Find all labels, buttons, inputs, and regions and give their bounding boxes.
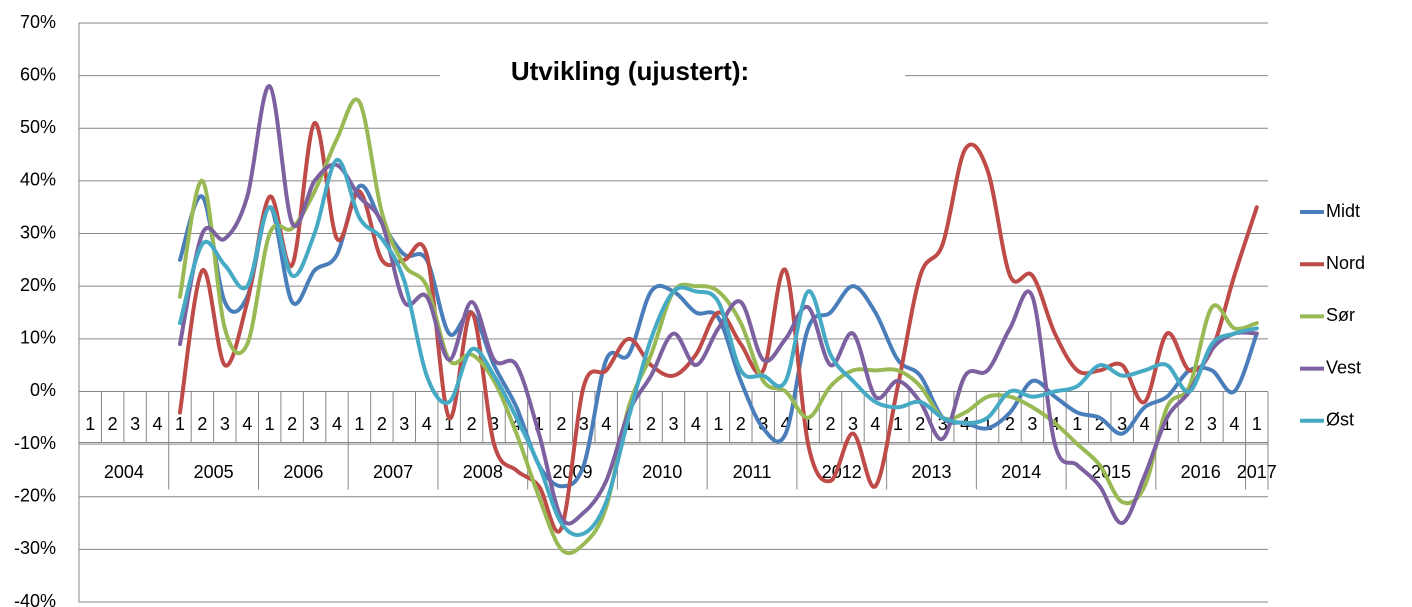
legend-label: Nord (1326, 253, 1365, 273)
x-tick-label: 3 (489, 414, 499, 434)
y-tick-label: 40% (20, 170, 56, 190)
y-tick-label: 10% (20, 328, 56, 348)
x-tick-label: 3 (668, 414, 678, 434)
year-label: 2014 (1001, 462, 1041, 482)
x-tick-label: 1 (893, 414, 903, 434)
x-tick-label: 1 (354, 414, 364, 434)
x-tick-label: 3 (130, 414, 140, 434)
y-tick-label: -30% (14, 538, 56, 558)
y-tick-label: -10% (14, 433, 56, 453)
lines (177, 84, 1259, 556)
y-tick-label: 0% (30, 380, 56, 400)
x-tick-label: 1 (444, 414, 454, 434)
y-tick-label: 60% (20, 64, 56, 84)
x-tick-label: 2 (1184, 414, 1194, 434)
x-tick-label: 4 (601, 414, 611, 434)
year-label: 2016 (1181, 462, 1221, 482)
x-tick-label: 3 (1117, 414, 1127, 434)
series-line (177, 157, 1259, 538)
x-tick-label: 1 (1252, 414, 1262, 434)
x-tick-label: 2 (736, 414, 746, 434)
year-label: 2015 (1091, 462, 1131, 482)
x-tick-label: 4 (691, 414, 701, 434)
x-tick-label: 2 (915, 414, 925, 434)
x-tick-label: 3 (1027, 414, 1037, 434)
x-tick-label: 4 (1229, 414, 1239, 434)
x-tick-label: 2 (556, 414, 566, 434)
x-tick-label: 4 (870, 414, 880, 434)
x-tick-label: 3 (220, 414, 230, 434)
x-tick-label: 1 (983, 414, 993, 434)
year-label: 2004 (104, 462, 144, 482)
series-line (177, 97, 1259, 556)
x-tick-label: 2 (108, 414, 118, 434)
x-tick-label: 2 (646, 414, 656, 434)
year-label: 2005 (194, 462, 234, 482)
x-tick-label: 1 (1162, 414, 1172, 434)
x-tick-label: 2 (467, 414, 477, 434)
title-background (440, 50, 905, 95)
series-line (177, 183, 1259, 489)
x-tick-label: 1 (175, 414, 185, 434)
legend-label: Vest (1326, 357, 1361, 377)
x-tick-label: 3 (1207, 414, 1217, 434)
x-tick-label: 1 (265, 414, 275, 434)
x-tick-label: 2 (826, 414, 836, 434)
x-tick-label: 2 (287, 414, 297, 434)
x-tick-label: 2 (377, 414, 387, 434)
x-tick-label: 3 (938, 414, 948, 434)
year-label: 2013 (911, 462, 951, 482)
year-label: 2006 (283, 462, 323, 482)
year-label: 2017 (1237, 462, 1277, 482)
x-tick-label: 2 (197, 414, 207, 434)
x-tick-label: 3 (399, 414, 409, 434)
legend: Midt Nord Sør Vest Øst (1300, 201, 1365, 430)
chart-title: Utvikling (ujustert): (511, 56, 749, 86)
x-tick-label: 1 (534, 414, 544, 434)
x-tick-label: 4 (242, 414, 252, 434)
year-label: 2011 (733, 462, 772, 482)
year-label: 2010 (642, 462, 682, 482)
x-tick-label: 3 (758, 414, 768, 434)
y-tick-label: 50% (20, 117, 56, 137)
y-tick-label: 70% (20, 12, 56, 32)
x-tick-label: 1 (713, 414, 723, 434)
x-tick-label: 2 (1095, 414, 1105, 434)
grid: -40% -30% -20% -10% 0% 10% 20% 30% 40% 50% 60% 70% (14, 12, 1268, 607)
x-tick-label: 1 (803, 414, 813, 434)
year-label: 2008 (463, 462, 503, 482)
x-tick-label: 4 (511, 414, 521, 434)
x-tick-label: 2 (1005, 414, 1015, 434)
x-tick-label: 1 (1072, 414, 1082, 434)
legend-label: Sør (1326, 305, 1355, 325)
year-label: 2007 (373, 462, 413, 482)
x-tick-label: 4 (332, 414, 342, 434)
x-tick-label: 4 (781, 414, 791, 434)
legend-label: Midt (1326, 201, 1360, 221)
y-tick-label: 20% (20, 275, 56, 295)
legend-label: Øst (1326, 410, 1354, 430)
year-label: 2012 (822, 462, 862, 482)
y-tick-label: -40% (14, 591, 56, 607)
y-tick-label: 30% (20, 222, 56, 242)
x-tick-label: 3 (310, 414, 320, 434)
series-line (177, 120, 1259, 534)
x-tick-label: 4 (1140, 414, 1150, 434)
x-tick-label: 4 (153, 414, 163, 434)
x-tick-label: 3 (579, 414, 589, 434)
y-tick-label: -20% (14, 485, 56, 505)
x-tick-label: 1 (85, 414, 95, 434)
x-tick-label: 3 (848, 414, 858, 434)
x-tick-label: 4 (422, 414, 432, 434)
